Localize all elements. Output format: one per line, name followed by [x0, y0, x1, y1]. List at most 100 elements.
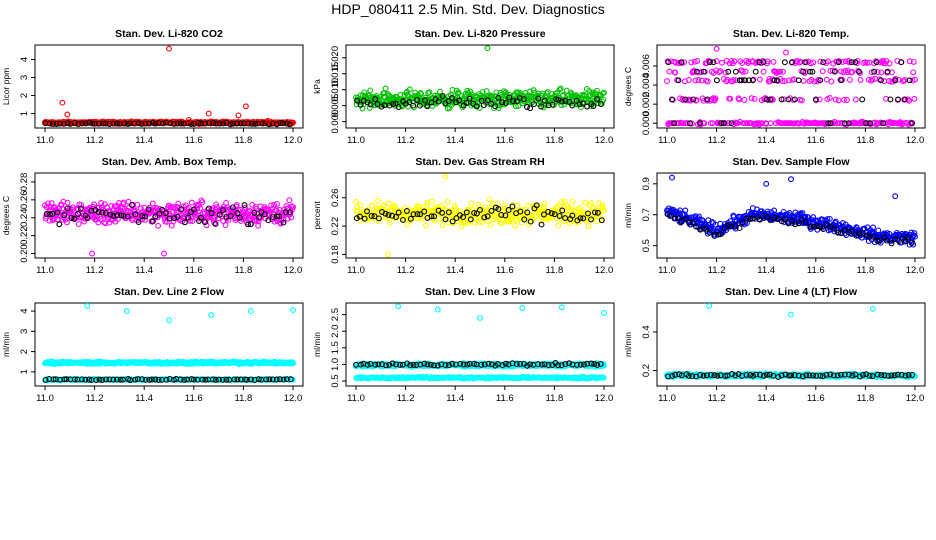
y-tick-label: 3 — [19, 75, 30, 80]
x-tick-label: 11.0 — [347, 393, 365, 404]
reference-point — [135, 120, 142, 127]
reference-point — [506, 94, 513, 101]
data-point — [543, 90, 550, 97]
plot-frame — [656, 44, 926, 129]
x-tick-label: 12.0 — [595, 135, 614, 146]
y-axis-label: kPa — [312, 79, 322, 94]
outlier-point — [601, 310, 607, 316]
reference-point — [195, 119, 202, 126]
reference-point — [86, 119, 93, 126]
x-tick-label: 11.4 — [135, 393, 153, 404]
reference-point — [414, 97, 421, 103]
reference-point — [410, 102, 417, 109]
reference-point — [142, 120, 149, 127]
reference-point — [378, 103, 385, 110]
reference-point — [102, 120, 109, 127]
outlier-point — [395, 303, 402, 310]
x-tick-label: 12.0 — [595, 393, 614, 404]
data-point — [760, 68, 767, 75]
reference-point — [106, 121, 113, 127]
y-tick-label: 0.26 — [330, 189, 341, 208]
reference-point — [177, 120, 184, 127]
reference-point — [220, 120, 227, 127]
x-tick-label: 11.4 — [757, 265, 775, 276]
data-point — [468, 200, 475, 207]
outlier-point — [519, 305, 526, 311]
x-tick-label: 12.0 — [906, 393, 925, 404]
data-point — [800, 77, 807, 84]
outlier-point — [265, 117, 272, 124]
x-tick-label: 11.4 — [757, 393, 775, 404]
y-axis-label: ml/min — [623, 203, 633, 228]
x-tick-label: 11.0 — [347, 265, 365, 276]
reference-point — [859, 96, 866, 103]
reference-point — [713, 77, 720, 84]
x-tick-label: 11.8 — [235, 265, 253, 276]
data-point — [569, 198, 576, 205]
x-tick-label: 11.4 — [446, 393, 464, 404]
y-tick-label: 0.26 — [19, 191, 30, 210]
data-point — [361, 89, 368, 96]
data-point — [585, 223, 592, 230]
data-point — [493, 89, 500, 96]
y-tick-label: 0.020 — [330, 46, 341, 70]
y-axis-label: ml/min — [1, 332, 11, 357]
panel-title: Stan. Dev. Li-820 Pressure — [414, 28, 545, 40]
x-tick-label: 11.8 — [857, 265, 875, 276]
data-point — [386, 220, 393, 226]
reference-point — [49, 121, 56, 127]
reference-point — [237, 120, 244, 127]
reference-point — [463, 99, 470, 106]
chart-panel-3: Stan. Dev. Li-820 Temp.degrees C11.0 11.2… — [623, 28, 926, 146]
reference-point — [185, 120, 192, 127]
reference-point — [64, 120, 71, 127]
data-point — [770, 58, 777, 65]
y-tick-label: 0.28 — [19, 173, 30, 192]
data-point — [525, 202, 532, 209]
outlier-point — [669, 174, 675, 181]
data-point — [599, 90, 606, 97]
reference-point — [492, 103, 499, 110]
data-point — [664, 78, 670, 85]
outlier-point — [185, 116, 192, 123]
outlier-point — [161, 250, 167, 257]
reference-point — [89, 120, 96, 127]
reference-point — [248, 120, 255, 127]
data-point — [857, 77, 864, 83]
data-point — [476, 105, 483, 111]
y-tick-label: 0.5 — [641, 239, 652, 252]
reference-point — [198, 120, 205, 127]
reference-point — [466, 95, 473, 102]
data-point — [835, 97, 842, 104]
data-point — [367, 87, 374, 94]
reference-point — [456, 97, 463, 104]
reference-point — [171, 120, 177, 127]
outlier-point — [205, 110, 212, 117]
reference-point — [435, 98, 442, 105]
reference-point — [357, 101, 364, 108]
outlier-point — [64, 111, 71, 118]
y-tick-label: 1 — [19, 369, 30, 374]
x-tick-label: 11.4 — [135, 135, 153, 146]
y-tick-label: 0.5 — [330, 374, 341, 387]
panel-title: Stan. Dev. Line 3 Flow — [425, 286, 536, 298]
x-tick-label: 11.8 — [546, 265, 564, 276]
data-point — [719, 59, 725, 66]
x-tick-label: 11.8 — [235, 135, 253, 146]
reference-point — [499, 99, 506, 106]
x-tick-label: 11.0 — [36, 393, 54, 404]
data-point — [600, 96, 607, 103]
reference-point — [439, 93, 446, 99]
reference-point — [152, 120, 159, 127]
y-tick-label: 3 — [19, 329, 30, 334]
reference-point — [82, 120, 89, 127]
outlier-point — [892, 193, 899, 200]
data-point — [422, 222, 429, 229]
data-point — [149, 200, 156, 207]
y-tick-label: 4 — [19, 57, 30, 62]
reference-point — [445, 98, 452, 105]
plot-frame — [34, 302, 304, 387]
data-point — [483, 88, 490, 95]
data-point — [557, 85, 564, 92]
